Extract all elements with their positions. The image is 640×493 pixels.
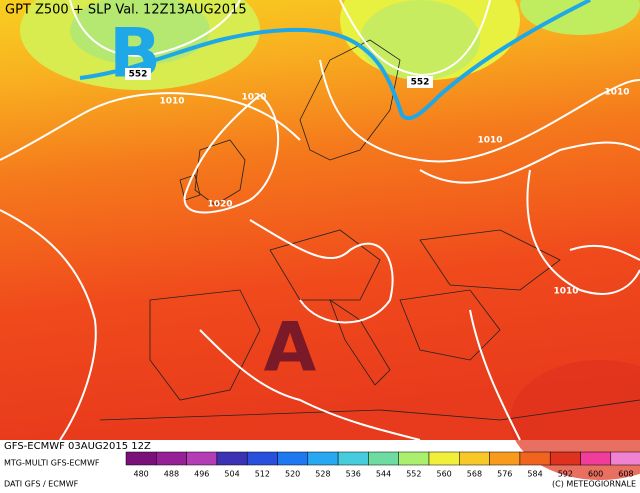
colorbar-label: 552 (406, 470, 421, 479)
contour-label: 552 (129, 70, 148, 80)
colorbar-box (216, 451, 248, 466)
pressure-center: B (109, 15, 161, 94)
contour-label: 1010 (159, 97, 184, 107)
colorbar-box (428, 451, 460, 466)
colorbar-label: 528 (315, 470, 330, 479)
colorbar-label: 576 (497, 470, 512, 479)
contour-label: 1020 (207, 200, 232, 210)
contour-label: 552 (411, 78, 430, 88)
colorbar-box (398, 451, 430, 466)
jet-stream (79, 0, 591, 121)
colorbar-label: 496 (194, 470, 209, 479)
colorbar-label: 504 (224, 470, 239, 479)
colorbar-box (246, 451, 278, 466)
colorbar-box (519, 451, 551, 466)
colorbar-label: 544 (376, 470, 391, 479)
colorbar-box (580, 451, 612, 466)
colorbar-box (459, 451, 490, 466)
colorbar-box (307, 451, 339, 466)
coastlines (99, 39, 640, 421)
source-info: DATI GFS / ECMWF (4, 480, 79, 489)
colorbar-label: 592 (558, 470, 573, 479)
colorbar-box (186, 451, 218, 466)
colorbar-box (337, 451, 369, 466)
colorbar-label: 488 (164, 470, 179, 479)
low-height-core (360, 0, 480, 80)
contour-label: 1010 (553, 287, 578, 297)
contours (0, 0, 640, 440)
colorbar-box (549, 451, 581, 466)
colorbar-label: 520 (285, 470, 300, 479)
colorbar-label: 480 (134, 470, 149, 479)
run-info: GFS-ECMWF 03AUG2015 12Z (4, 441, 151, 452)
colorbar-box (156, 451, 187, 466)
low-height-area (520, 0, 640, 35)
contour-label: 1020 (241, 93, 266, 103)
contour-label: 1010 (477, 136, 502, 146)
colorbar-box (277, 451, 309, 466)
contour-label-bg (125, 68, 151, 80)
high-height-area (510, 360, 640, 480)
colorbar-box (368, 451, 399, 466)
model-info: MTG-MULTI GFS-ECMWF (4, 459, 100, 468)
pressure-center: A (264, 309, 317, 388)
contour-label: 1010 (604, 88, 629, 98)
colorbar-label: 560 (437, 470, 452, 479)
colorbar-label: 536 (346, 470, 361, 479)
colorbar-label: 584 (527, 470, 542, 479)
colorbar-label: 608 (618, 470, 633, 479)
colorbar-box (489, 451, 521, 466)
colorbar-box (610, 451, 640, 466)
copyright: (C) METEOGIORNALE (552, 480, 636, 489)
colorbar-label: 512 (255, 470, 270, 479)
map-title: GPT Z500 + SLP Val. 12Z13AUG2015 (5, 3, 247, 18)
colorbar-label: 568 (467, 470, 482, 479)
colorbar-label: 600 (588, 470, 603, 479)
contour-label-bg (407, 76, 433, 88)
colorbar-box (125, 451, 157, 466)
